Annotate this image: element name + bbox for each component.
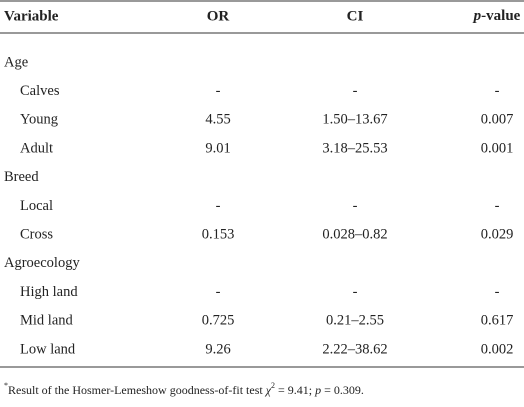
cell: 0.21–2.55 <box>326 313 384 329</box>
header-rest: -value <box>481 8 521 24</box>
cell: 1.50–13.67 <box>322 112 387 128</box>
group-label: Breed <box>4 169 39 185</box>
header-cell: OR <box>207 8 230 24</box>
cell: - <box>353 83 358 99</box>
header-cell: p-value <box>472 8 521 24</box>
cell: - <box>216 284 221 300</box>
footnote-text: Result of the Hosmer-Lemeshow goodness-o… <box>8 383 266 397</box>
footnote-marker: * <box>4 381 8 390</box>
cell: 9.26 <box>205 341 230 357</box>
footnote-text: = 0.309. <box>321 383 364 397</box>
row-label: Adult <box>20 140 53 156</box>
row-label: Low land <box>20 341 76 357</box>
row-label: Calves <box>20 83 60 99</box>
cell: 0.028–0.82 <box>322 227 387 243</box>
cell: - <box>495 284 500 300</box>
header-cell: CI <box>347 8 364 24</box>
cell: 0.153 <box>202 227 235 243</box>
row-label: Mid land <box>20 313 74 329</box>
row-label: Young <box>20 112 58 128</box>
cell: 0.007 <box>481 112 514 128</box>
cell: 3.18–25.53 <box>322 140 387 156</box>
header-cell: Variable <box>4 8 59 24</box>
footnote: *Result of the Hosmer-Lemeshow goodness-… <box>4 381 364 396</box>
cell: 0.001 <box>481 140 514 156</box>
footnote-text: = 9.41; <box>275 383 315 397</box>
footnote-sup: 2 <box>271 381 275 390</box>
group-label: Agroecology <box>4 255 80 271</box>
cell: - <box>495 198 500 214</box>
cell: - <box>216 198 221 214</box>
footnote-symbol: p <box>314 383 321 397</box>
row-label: High land <box>20 284 78 300</box>
cell: 9.01 <box>205 140 230 156</box>
group-label: Age <box>4 54 28 70</box>
header-italic: p <box>472 8 482 24</box>
footnote-symbol: χ <box>265 383 272 397</box>
cell: 2.22–38.62 <box>322 341 387 357</box>
row-label: Cross <box>20 227 53 243</box>
cell: - <box>353 198 358 214</box>
row-label: Local <box>20 198 53 214</box>
cell: 0.725 <box>202 313 235 329</box>
cell: 0.002 <box>481 341 514 357</box>
cell: - <box>495 83 500 99</box>
cell: 4.55 <box>205 112 230 128</box>
cell: - <box>353 284 358 300</box>
cell: 0.029 <box>481 227 514 243</box>
cell: 0.617 <box>481 313 514 329</box>
cell: - <box>216 83 221 99</box>
